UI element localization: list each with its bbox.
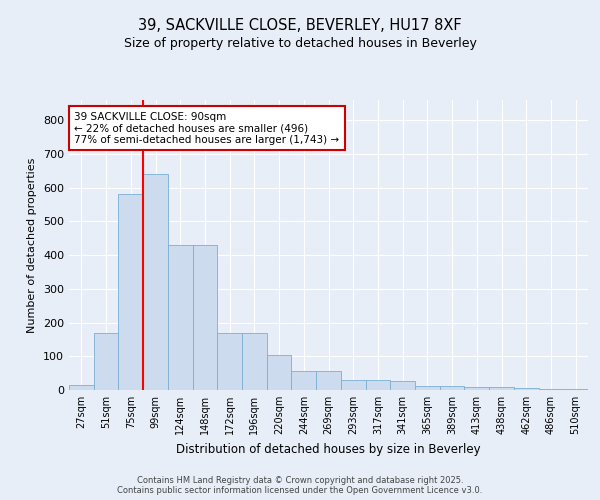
Bar: [118, 194, 143, 390]
Bar: [514, 388, 539, 390]
Bar: [292, 372, 316, 390]
Bar: [316, 372, 341, 390]
Bar: [341, 380, 365, 390]
Bar: [440, 386, 464, 390]
Bar: [69, 385, 94, 390]
Text: Size of property relative to detached houses in Beverley: Size of property relative to detached ho…: [124, 38, 476, 51]
Bar: [365, 380, 390, 390]
Bar: [539, 389, 563, 390]
Bar: [415, 386, 440, 390]
Bar: [217, 332, 242, 390]
Bar: [390, 380, 415, 390]
Bar: [242, 332, 267, 390]
Bar: [563, 389, 588, 390]
Text: 39, SACKVILLE CLOSE, BEVERLEY, HU17 8XF: 39, SACKVILLE CLOSE, BEVERLEY, HU17 8XF: [138, 18, 462, 32]
Y-axis label: Number of detached properties: Number of detached properties: [28, 158, 37, 332]
Bar: [94, 334, 118, 390]
Bar: [193, 245, 217, 390]
Bar: [143, 174, 168, 390]
Text: Contains HM Land Registry data © Crown copyright and database right 2025.
Contai: Contains HM Land Registry data © Crown c…: [118, 476, 482, 495]
Bar: [489, 388, 514, 390]
X-axis label: Distribution of detached houses by size in Beverley: Distribution of detached houses by size …: [176, 442, 481, 456]
Bar: [267, 354, 292, 390]
Bar: [464, 388, 489, 390]
Text: 39 SACKVILLE CLOSE: 90sqm
← 22% of detached houses are smaller (496)
77% of semi: 39 SACKVILLE CLOSE: 90sqm ← 22% of detac…: [74, 112, 340, 145]
Bar: [168, 245, 193, 390]
